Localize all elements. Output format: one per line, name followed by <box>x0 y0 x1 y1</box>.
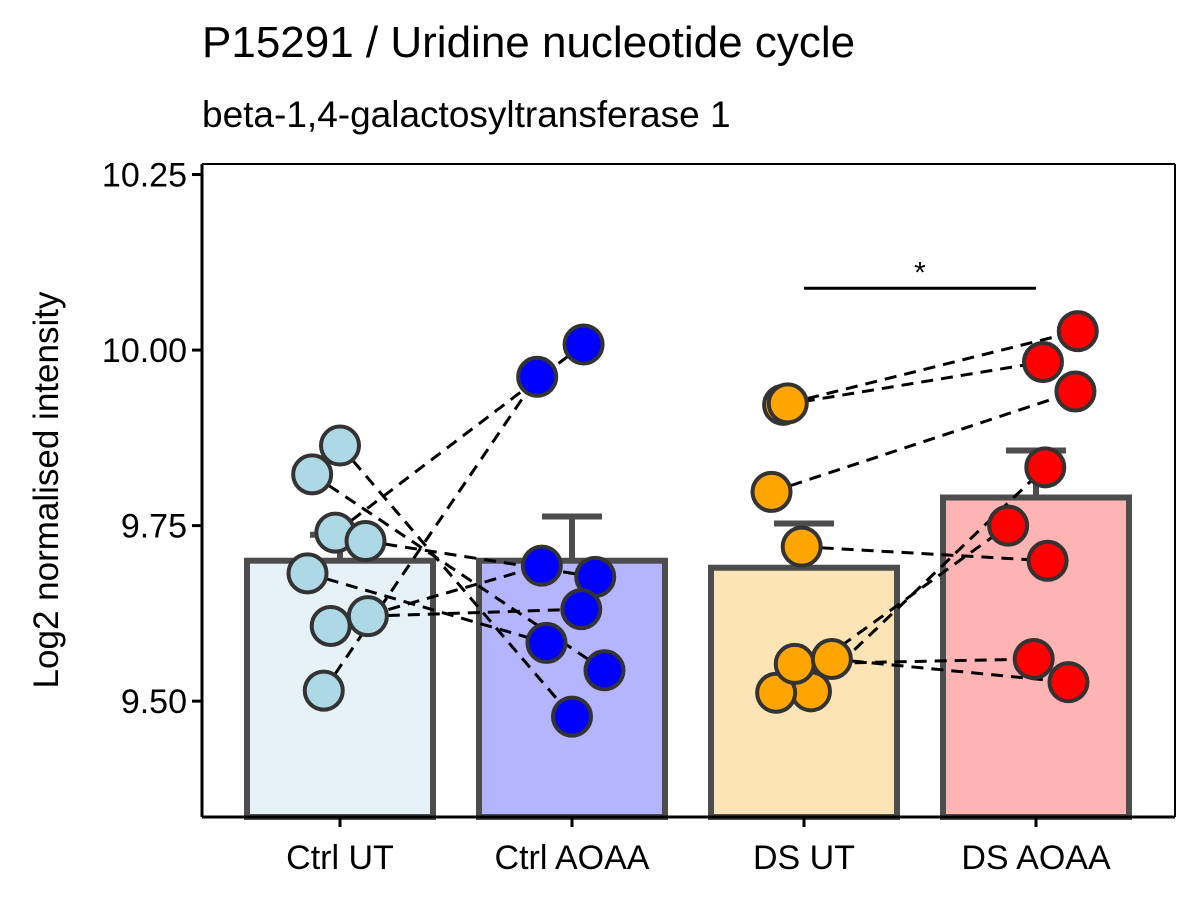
paired-line <box>771 390 1076 494</box>
y-tick-label: 10.00 <box>102 332 187 370</box>
data-point <box>520 544 563 587</box>
paired-line <box>801 545 1048 563</box>
data-point <box>516 355 559 398</box>
paired-line <box>334 343 585 534</box>
y-tick-label: 9.75 <box>121 508 187 546</box>
paired-line <box>322 375 539 692</box>
data-point <box>319 424 361 467</box>
data-point <box>1021 341 1064 384</box>
data-point <box>780 525 823 568</box>
paired-line <box>809 466 1047 693</box>
paired-line <box>782 360 1044 407</box>
data-point <box>551 695 593 738</box>
data-point <box>525 621 568 664</box>
axes-layer: 9.50 9.75 10.00 10.25 Ctrl UT Ctrl AOAA DS UT D… <box>102 157 1176 877</box>
data-point <box>1047 661 1090 704</box>
chart-title: P15291 / Uridine nucleotide cycle <box>202 18 856 67</box>
y-tick-label: 9.50 <box>121 683 187 721</box>
data-point <box>302 669 345 712</box>
paired-lines-layer <box>307 329 1079 718</box>
y-tick-label: 10.25 <box>102 157 187 195</box>
chart-subtitle: beta-1,4-galactosyltransferase 1 <box>202 94 731 135</box>
significance-label: * <box>914 256 926 289</box>
data-point <box>987 504 1030 547</box>
x-tick-label: DS AOAA <box>961 839 1111 877</box>
data-point <box>344 520 387 563</box>
data-point <box>562 323 605 366</box>
paired-line <box>787 329 1079 405</box>
x-tick-label: DS UT <box>753 839 855 877</box>
data-point <box>309 605 352 648</box>
data-point <box>286 552 329 595</box>
paired-line <box>307 571 547 645</box>
x-tick-label: Ctrl UT <box>286 839 394 877</box>
data-point <box>1024 446 1067 489</box>
data-point <box>766 382 809 425</box>
paired-line <box>367 607 582 618</box>
data-point <box>583 649 626 692</box>
data-point <box>750 470 793 513</box>
points-layer <box>286 310 1099 738</box>
y-axis-label: Log2 normalised intensity <box>27 291 66 688</box>
data-point <box>1012 638 1055 681</box>
data-point <box>1054 370 1097 413</box>
data-point <box>291 453 334 496</box>
data-point <box>1056 310 1099 353</box>
data-point <box>810 638 853 681</box>
data-point <box>346 595 389 638</box>
paired-line <box>330 564 543 628</box>
data-point <box>773 642 816 685</box>
x-tick-label: Ctrl AOAA <box>495 839 650 877</box>
data-point <box>560 588 603 631</box>
significance-layer: * <box>804 256 1036 290</box>
data-point <box>1026 539 1069 582</box>
